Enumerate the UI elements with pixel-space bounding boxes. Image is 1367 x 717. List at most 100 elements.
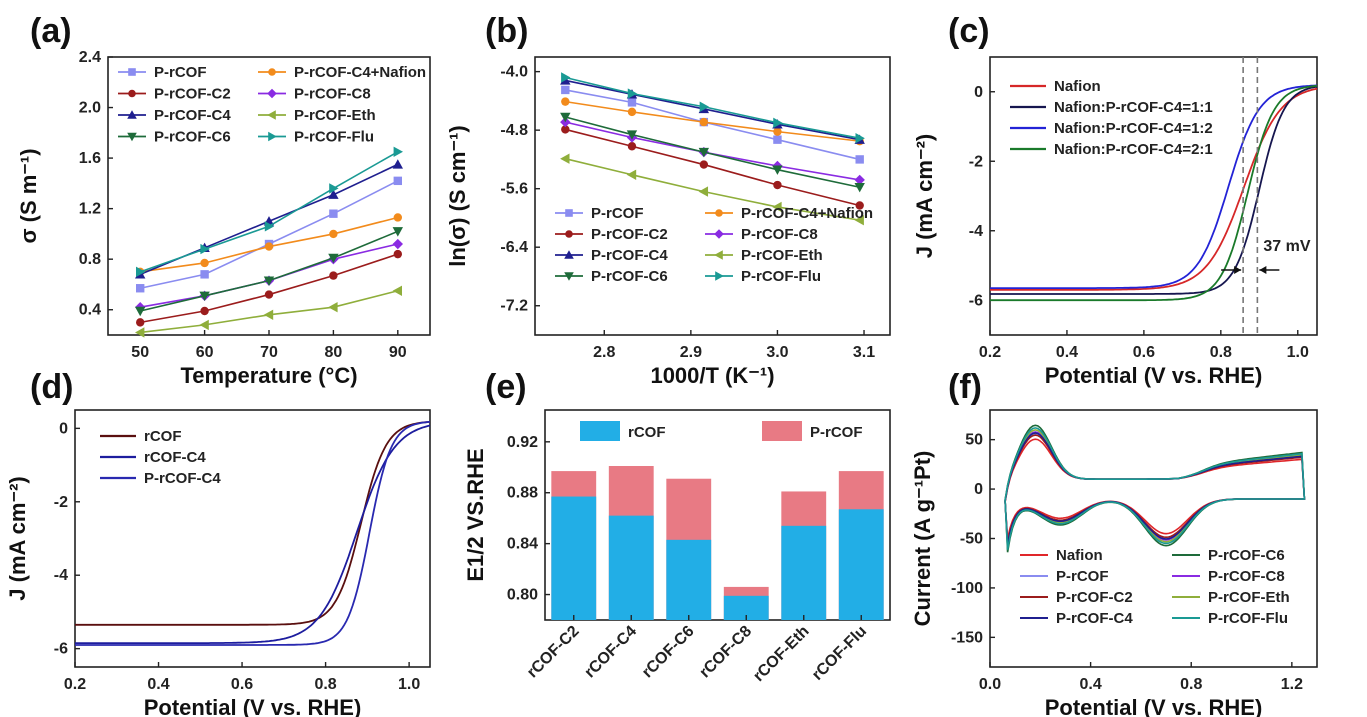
- x-axis-title: Potential (V vs. RHE): [144, 695, 362, 717]
- data-point: [264, 290, 274, 299]
- y-axis-title: σ (S m⁻¹): [16, 148, 41, 243]
- data-point: [393, 213, 402, 222]
- data-point: [267, 88, 277, 99]
- series-curve-nafion-p-rcof-c4-1-2: [990, 84, 1318, 289]
- x-tick-label: 0.8: [1180, 676, 1202, 693]
- x-tick-label: 2.8: [593, 344, 615, 361]
- data-point: [560, 153, 570, 164]
- panel-label: (b): [485, 12, 528, 50]
- series-p-rcof-c6: [135, 227, 403, 317]
- panel-e: (e) 0.80 0.84 0.88 0.92 rCOF-C2rCOF-C4rCOF-C6…: [463, 368, 891, 685]
- legend-label-p-rcof-flu: P-rCOF-Flu: [294, 129, 374, 146]
- data-point: [561, 97, 570, 106]
- data-point: [200, 243, 210, 255]
- legend-label-rcof-c4: rCOF-C4: [144, 449, 206, 466]
- series-curve-p-rcof-c4: [1004, 432, 1306, 545]
- series-p-rcof-c4-nafion: [561, 97, 864, 146]
- panel-label: (e): [485, 368, 527, 406]
- series-p-rcof: [561, 85, 864, 164]
- legend-label-p-rcof-c2: P-rCOF-C2: [1056, 589, 1133, 606]
- series-p-rcof-flu: [136, 146, 403, 278]
- y-tick-label: -50: [960, 531, 983, 548]
- y-tick-label: 0: [59, 420, 68, 437]
- series-p-rcof-c4: [135, 159, 403, 279]
- data-point: [627, 88, 638, 99]
- y-axis-title: ln(σ) (S cm⁻¹): [445, 125, 470, 267]
- plot-frame: [534, 56, 891, 336]
- x-tick-label: 1.0: [1287, 344, 1309, 361]
- panel-a: (a) 50 60 70 80 90 0.4 0.8 1.2 1.6 2.0 2.4 P-rCOF P-r…: [16, 12, 431, 388]
- data-point: [267, 110, 276, 120]
- data-point: [698, 186, 709, 197]
- data-point: [199, 291, 210, 302]
- legend-label-p-rcof-c4: P-rCOF-C4: [154, 107, 231, 124]
- series-curve-nafion: [1004, 438, 1306, 539]
- legend-label-p-rcof-c8: P-rCOF-C8: [1208, 568, 1285, 585]
- bar-rcof-rcof-eth: [781, 525, 827, 620]
- legend-label-nafion-p-rcof-c4-1-2: Nafion:P-rCOF-C4=1:2: [1054, 120, 1213, 137]
- x-tick-label: rCOF-Flu: [809, 623, 870, 684]
- series-curve-p-rcof-c2: [1004, 434, 1306, 543]
- legend-label-nafion-p-rcof-c4-2-1: Nafion:P-rCOF-C4=2:1: [1054, 141, 1213, 158]
- y-tick-label: 0.4: [79, 302, 101, 319]
- y-tick-label: -2: [54, 494, 68, 511]
- series-p-rcof: [136, 176, 402, 293]
- data-point: [128, 68, 136, 76]
- y-axis-title: J (mA cm⁻²): [5, 476, 30, 600]
- y-tick-label: -6.4: [500, 239, 528, 256]
- series-p-rcof-eth: [560, 153, 864, 226]
- y-tick-label: -4: [969, 223, 983, 240]
- y-tick-label: 1.6: [79, 150, 101, 167]
- data-point: [393, 249, 402, 259]
- y-tick-label: 0: [974, 481, 983, 498]
- bar-rcof-rcof-c2: [551, 496, 597, 620]
- x-tick-label: 0.2: [979, 344, 1001, 361]
- data-point: [773, 180, 782, 190]
- legend-label-p-rcof-c8: P-rCOF-C8: [741, 226, 818, 243]
- data-point: [715, 209, 723, 217]
- data-point: [714, 229, 724, 239]
- data-point: [199, 319, 209, 331]
- plot-frame: [74, 409, 431, 668]
- x-tick-label: 70: [260, 344, 278, 361]
- data-point: [855, 201, 864, 210]
- legend-label-p-rcof-c6: P-rCOF-C6: [1208, 547, 1285, 564]
- data-point: [627, 107, 637, 117]
- data-point: [627, 142, 637, 151]
- plot-frame: [989, 56, 1318, 336]
- x-tick-label: rCOF-Eth: [750, 623, 812, 685]
- data-point: [135, 306, 146, 317]
- legend-label-p-rcof-flu: P-rCOF-Flu: [1208, 610, 1288, 627]
- x-tick-label: 1.2: [1281, 676, 1303, 693]
- x-tick-label: 60: [196, 344, 214, 361]
- series-curve-nafion-p-rcof-c4-2-1: [990, 85, 1318, 302]
- y-tick-label: 50: [965, 432, 983, 449]
- series-curve-p-rcof-flu: [1004, 427, 1306, 550]
- data-point: [268, 68, 276, 76]
- x-tick-label: 0.4: [147, 676, 169, 693]
- y-tick-label: -4: [54, 567, 68, 584]
- y-axis-title: Current (A g⁻¹Pt): [910, 451, 935, 627]
- x-tick-label: rCOF-C8: [697, 623, 756, 682]
- x-axis-title: 1000/T (K⁻¹): [650, 363, 774, 388]
- y-tick-label: -7.2: [500, 298, 528, 315]
- legend-label-p-rcof: P-rCOF: [810, 424, 863, 441]
- series-line: [565, 116, 860, 189]
- x-tick-label: 50: [131, 344, 149, 361]
- x-tick-label: rCOF-C4: [582, 623, 641, 682]
- bar-rcof-rcof-c4: [608, 515, 654, 620]
- series-line: [140, 180, 399, 290]
- x-tick-label: 80: [325, 344, 343, 361]
- y-tick-label: -5.6: [500, 181, 528, 198]
- data-point: [263, 276, 275, 286]
- data-point: [127, 110, 137, 119]
- y-tick-label: -6: [969, 292, 983, 309]
- data-point: [699, 117, 709, 127]
- x-tick-label: 0.2: [64, 676, 86, 693]
- data-point: [264, 221, 275, 232]
- legend-label-p-rcof-c2: P-rCOF-C2: [591, 226, 668, 243]
- arrow-left-head: [1234, 266, 1242, 274]
- data-point: [200, 270, 209, 279]
- y-tick-label: 0.80: [507, 587, 538, 604]
